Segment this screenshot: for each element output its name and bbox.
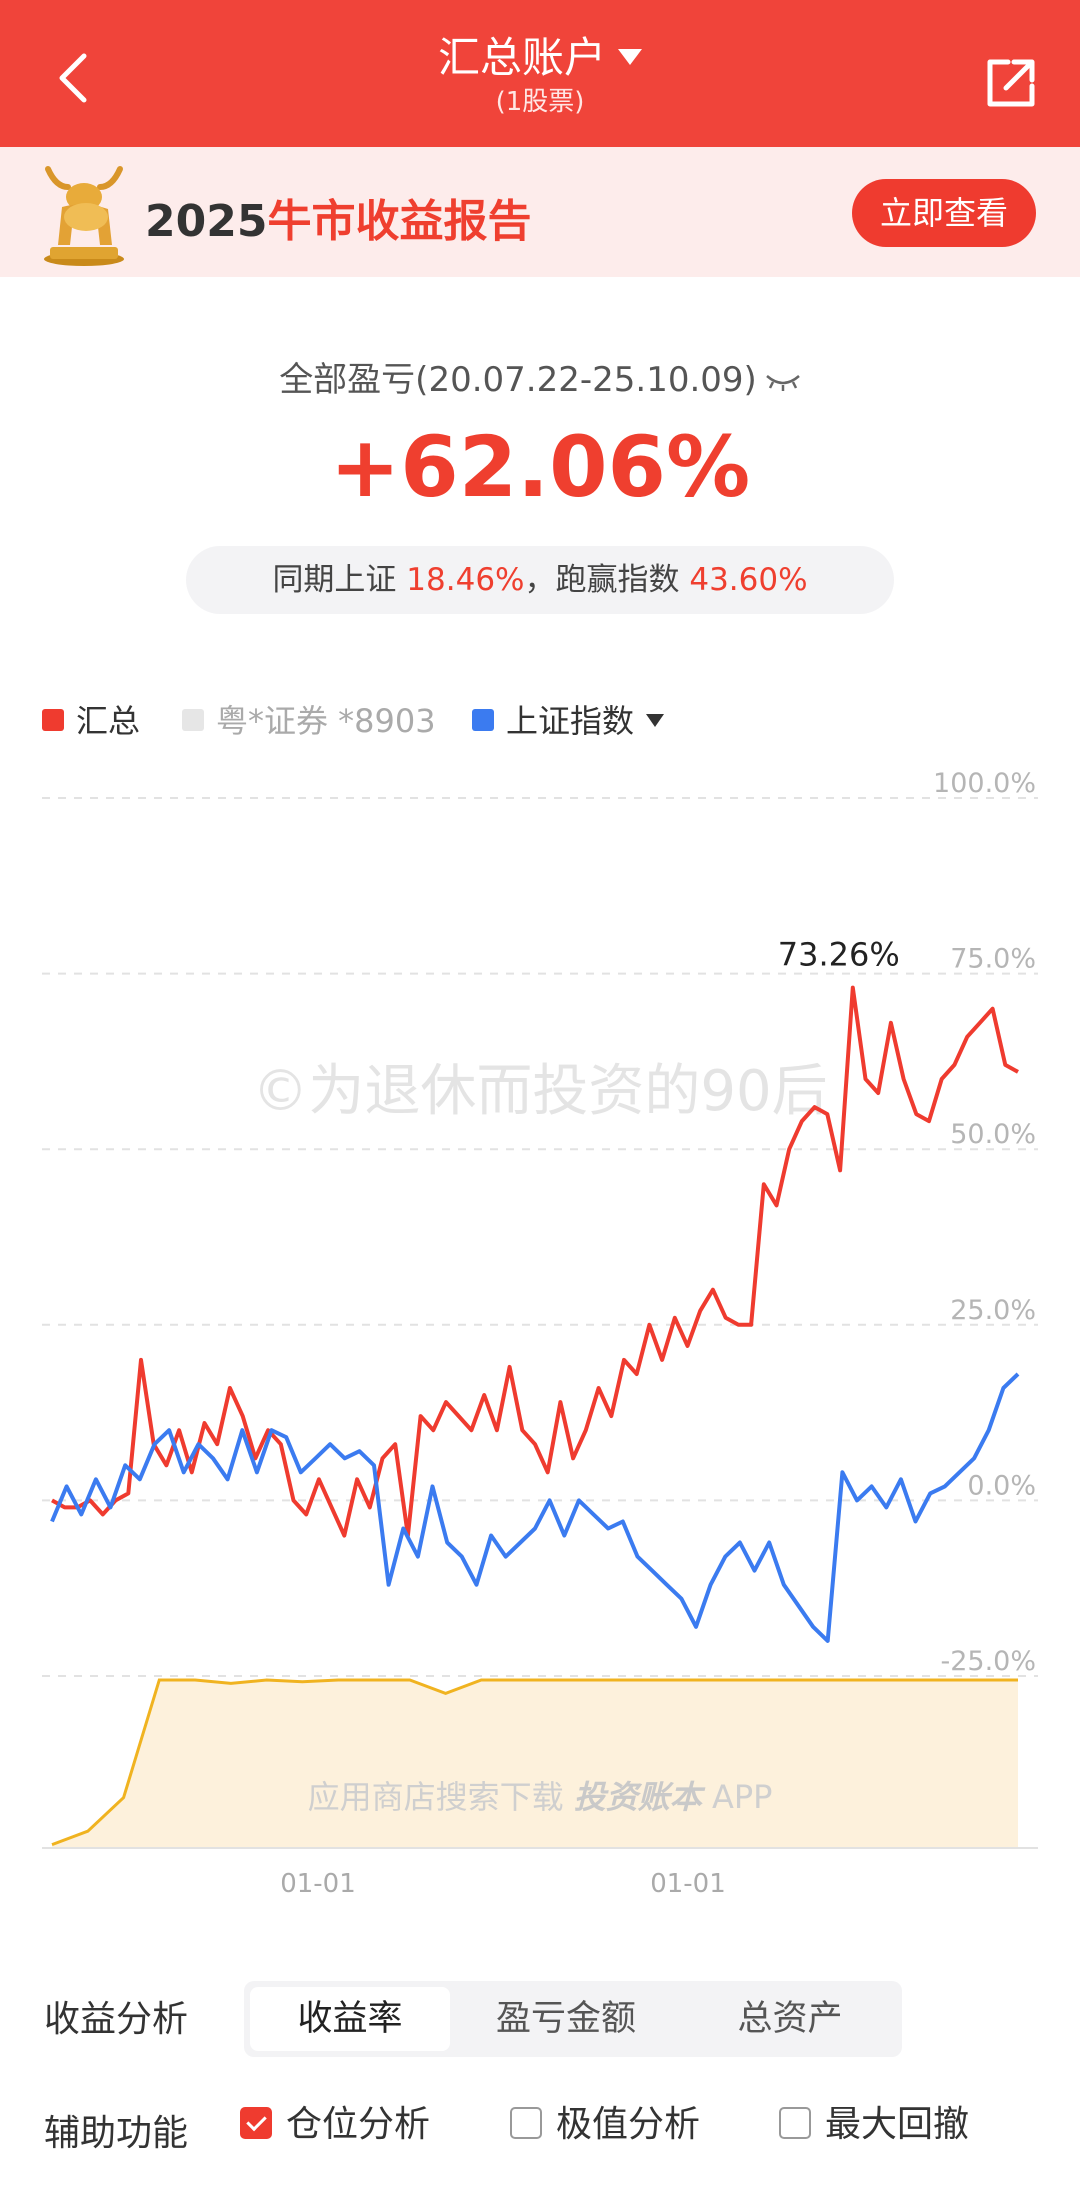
footer-watermark-prefix: 应用商店搜索下载 <box>308 1778 574 1816</box>
tab-return-rate[interactable]: 收益率 <box>250 1987 450 2051</box>
x-tick-label: 01-01 <box>650 1869 726 1899</box>
aux-label: 辅助功能 <box>44 2113 189 2154</box>
y-tick-label: 75.0% <box>950 944 1036 975</box>
legend-item-index[interactable]: 上证指数 <box>472 696 665 746</box>
legend-item-account[interactable]: 粤*证券 *8903 <box>182 696 436 746</box>
title-area[interactable]: 汇总账户 (1股票) <box>0 30 1080 118</box>
share-icon[interactable] <box>984 56 1038 110</box>
total-return-value: +62.06% <box>329 418 751 516</box>
series-line-index <box>50 1372 1020 1643</box>
legend-item-total[interactable]: 汇总 <box>42 696 140 746</box>
analysis-tabs: 收益率 盈亏金额 总资产 <box>244 1981 902 2057</box>
return-chart[interactable]: 100.0% 75.0% 50.0% 25.0% 0.0% -25.0% ©为退休而投资的9… <box>0 770 1080 1910</box>
account-subtitle: (1股票) <box>495 87 585 117</box>
y-tick-label: 50.0% <box>950 1119 1036 1150</box>
tab-pl-amount[interactable]: 盈亏金额 <box>495 1999 636 2039</box>
total-pl-label: 全部盈亏(20.07.22-25.10.09) <box>0 352 1080 401</box>
y-tick-label: 0.0% <box>967 1470 1036 1501</box>
y-tick-label: 100.0% <box>933 770 1036 799</box>
top-bar: 汇总账户 (1股票) <box>0 0 1080 147</box>
position-analysis-checkbox[interactable]: 仓位分析 <box>240 2102 430 2148</box>
index-compare-pill: 同期上证 18.46%，跑赢指数 43.60% <box>186 546 894 614</box>
dropdown-caret-icon[interactable] <box>618 48 642 65</box>
checkbox-icon[interactable] <box>779 2107 811 2139</box>
series-line-total <box>51 985 1019 1538</box>
view-now-button[interactable]: 立即查看 <box>852 179 1036 247</box>
report-banner[interactable]: 2025牛市收益报告 立即查看 <box>0 147 1080 277</box>
footer-watermark-app: 投资账本 <box>574 1778 706 1816</box>
checkbox-checked-icon[interactable] <box>240 2107 272 2139</box>
legend-swatch <box>182 709 204 731</box>
banner-title: 2025牛市收益报告 <box>145 196 532 247</box>
account-title[interactable]: 汇总账户 <box>437 33 606 82</box>
legend-swatch <box>42 709 64 731</box>
position-line <box>51 1678 1018 1847</box>
peak-value-label: 73.26% <box>778 936 900 974</box>
golden-bull-icon <box>44 166 124 266</box>
tab-total-assets[interactable]: 总资产 <box>737 1999 843 2039</box>
sh-index-return: 18.46% <box>406 562 525 598</box>
y-tick-label: -25.0% <box>940 1646 1036 1677</box>
extreme-analysis-checkbox[interactable]: 极值分析 <box>510 2102 700 2148</box>
analysis-label: 收益分析 <box>44 1999 189 2040</box>
checkbox-icon[interactable] <box>510 2107 542 2139</box>
x-tick-label: 01-01 <box>280 1869 356 1899</box>
watermark-text: ©为退休而投资的90后 <box>252 1059 827 1124</box>
position-area <box>52 1680 1018 1848</box>
hide-eye-icon[interactable] <box>765 372 801 392</box>
footer-watermark: 应用商店搜索下载 投资账本 APP <box>308 1778 773 1816</box>
beat-index-value: 43.60% <box>689 562 808 598</box>
y-tick-label: 25.0% <box>950 1295 1036 1326</box>
legend-swatch <box>472 709 494 731</box>
back-arrow-icon[interactable] <box>52 52 96 104</box>
footer-watermark-suffix: APP <box>702 1778 773 1816</box>
index-dropdown-caret-icon[interactable] <box>646 713 665 727</box>
max-drawdown-checkbox[interactable]: 最大回撤 <box>779 2102 969 2148</box>
